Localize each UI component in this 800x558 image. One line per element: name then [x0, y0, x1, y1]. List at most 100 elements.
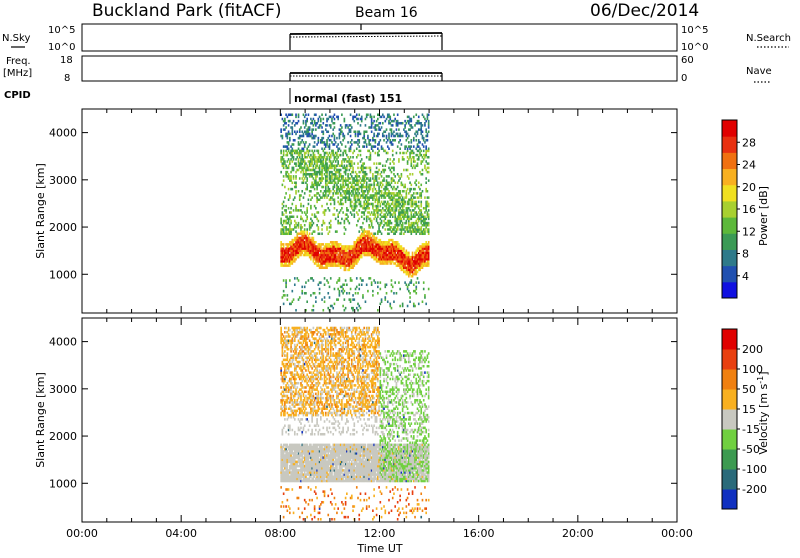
data-cell	[301, 190, 303, 193]
data-cell	[313, 309, 315, 312]
data-cell	[304, 424, 306, 427]
data-cell	[384, 164, 386, 167]
data-cell	[308, 198, 310, 201]
data-cell	[357, 122, 359, 125]
data-cell	[289, 329, 291, 332]
data-cell	[428, 171, 430, 174]
data-cell	[366, 130, 368, 133]
data-cell	[342, 175, 344, 178]
data-cell	[353, 120, 355, 123]
data-cell	[357, 167, 359, 170]
data-cell	[425, 177, 427, 180]
data-cell	[320, 118, 322, 121]
data-cell	[293, 175, 295, 178]
data-cell	[314, 150, 316, 153]
data-cell	[290, 207, 292, 210]
data-cell	[285, 122, 287, 125]
data-cell	[308, 113, 310, 116]
data-cell	[308, 486, 310, 489]
data-cell	[397, 145, 399, 148]
data-cell	[399, 305, 401, 308]
data-cell	[389, 162, 391, 165]
data-cell	[280, 171, 282, 174]
data-cell	[310, 205, 312, 208]
data-cell	[393, 130, 395, 133]
data-cell	[301, 211, 303, 214]
beam-label: Beam 16	[355, 5, 418, 21]
data-cell	[380, 122, 382, 125]
data-cell	[358, 113, 360, 116]
data-cell	[396, 128, 398, 131]
data-cell	[402, 135, 404, 138]
data-cell	[350, 113, 352, 116]
data-cell	[306, 184, 308, 187]
data-cell	[401, 143, 403, 146]
data-cell	[288, 433, 290, 436]
data-cell	[296, 215, 298, 218]
data-cell	[283, 290, 285, 293]
data-cell	[356, 277, 358, 280]
data-cell	[321, 232, 323, 235]
data-cell	[422, 124, 424, 127]
data-cell	[305, 390, 307, 393]
data-cell	[392, 143, 394, 146]
data-cell	[377, 309, 379, 312]
data-cell	[366, 181, 368, 184]
data-cell	[393, 167, 395, 170]
data-cell	[282, 184, 284, 187]
data-cell	[313, 305, 315, 308]
data-cell	[386, 292, 388, 295]
data-cell	[313, 279, 315, 282]
data-cell	[291, 203, 293, 206]
data-cell	[381, 190, 383, 193]
data-cell	[313, 237, 315, 240]
data-cell	[387, 152, 389, 155]
data-cell	[300, 427, 302, 430]
freq-panel-frame	[82, 56, 677, 81]
data-cell	[283, 243, 285, 246]
data-cell	[289, 335, 291, 338]
data-cell	[314, 145, 316, 148]
data-cell	[391, 222, 393, 225]
data-cell	[350, 135, 352, 138]
data-cell	[318, 220, 320, 223]
data-cell	[296, 433, 298, 436]
data-cell	[324, 283, 326, 286]
data-cell	[344, 135, 346, 138]
data-cell	[366, 143, 368, 146]
data-cell	[392, 286, 394, 289]
data-cell	[314, 188, 316, 191]
data-cell	[284, 196, 286, 199]
data-cell	[352, 294, 354, 297]
data-cell	[295, 175, 297, 178]
data-cell	[301, 226, 303, 229]
data-cell	[305, 113, 307, 116]
data-cell	[291, 113, 293, 116]
data-cell	[308, 503, 310, 506]
data-cell	[351, 126, 353, 129]
data-cell	[371, 184, 373, 187]
data-cell	[377, 292, 379, 295]
data-cell	[402, 303, 404, 306]
freq-tick-bottom: 8	[64, 73, 70, 84]
data-cell	[294, 277, 296, 280]
data-cell	[372, 173, 374, 176]
data-cell	[366, 173, 368, 176]
data-cell	[334, 198, 336, 201]
data-cell	[305, 407, 307, 410]
data-cell	[418, 116, 420, 119]
data-cell	[389, 303, 391, 306]
data-cell	[350, 298, 352, 301]
data-cell	[413, 192, 415, 195]
data-cell	[393, 300, 395, 303]
data-cell	[289, 424, 291, 427]
data-cell	[375, 145, 377, 148]
data-cell	[353, 298, 355, 301]
data-cell	[424, 164, 426, 167]
velocity-data-cells	[280, 327, 429, 521]
data-cell	[365, 124, 367, 127]
data-cell	[295, 190, 297, 193]
data-cell	[291, 188, 293, 191]
data-cell	[408, 141, 410, 144]
